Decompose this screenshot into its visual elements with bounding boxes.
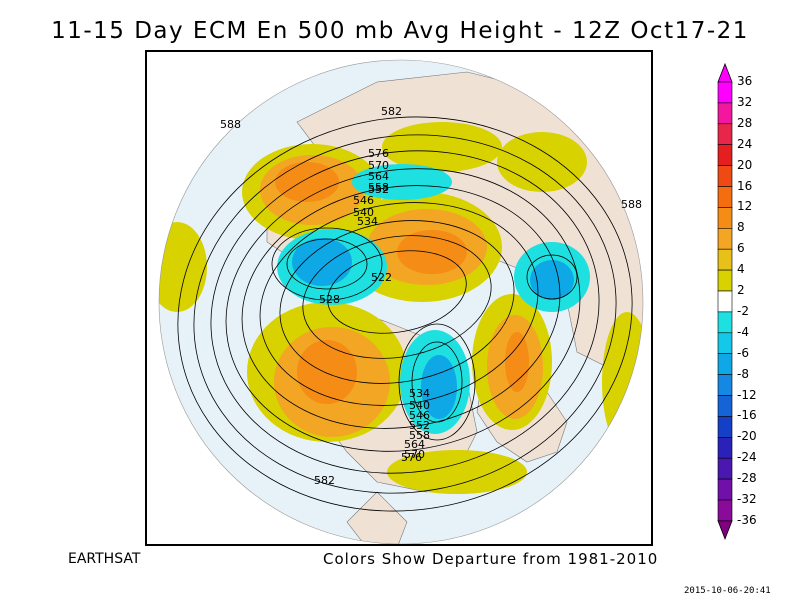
scale-tick-label: -24 [737, 450, 757, 465]
scale-tick-label: 6 [737, 241, 745, 256]
caption: Colors Show Departure from 1981-2010 [323, 550, 659, 568]
scale-tick-label: 2 [737, 283, 745, 297]
scale-block [717, 290, 733, 313]
contour-label: 576 [401, 451, 422, 464]
scale-arrow-top [717, 62, 733, 83]
scale-block [717, 248, 733, 271]
scale-tick-label: 28 [737, 115, 753, 130]
scale-tick-label: -28 [737, 471, 757, 486]
contour-label: 534 [409, 387, 430, 400]
contour-label: 558 [368, 181, 389, 194]
scale-tick-label: 32 [737, 94, 753, 109]
contour-label: 564 [404, 438, 425, 451]
scale-tick-label: 12 [737, 199, 753, 214]
scale-block [717, 457, 733, 480]
map-title: 11-15 Day ECM En 500 mb Avg Height - 12Z… [51, 18, 749, 44]
scale-tick-label: -16 [737, 408, 757, 423]
contour-label: 534 [357, 215, 378, 228]
scale-block [717, 416, 733, 438]
scale-tick-label: 20 [737, 157, 753, 172]
scale-block [717, 311, 733, 334]
scale-blocks [717, 62, 733, 541]
scale-block [717, 228, 733, 250]
height-contours [177, 116, 633, 512]
scale-block [717, 81, 733, 104]
anomaly-minus-6 [292, 238, 574, 419]
polar-map-panel: 588 582 576 570 564 558 552 546 540 534 … [145, 50, 653, 546]
scale-tick-label: -36 [737, 512, 757, 527]
scale-tick-label: 36 [737, 74, 753, 88]
contour-label: 588 [621, 198, 642, 211]
scale-tick-label: -20 [737, 429, 757, 444]
contour-label: 570 [368, 159, 389, 172]
scale-tick-label: -4 [737, 324, 749, 339]
timestamp: 2015-10-06-20:41 [684, 586, 771, 596]
contour-label: 540 [353, 206, 374, 219]
contour-label: 582 [381, 105, 402, 118]
scale-block [717, 332, 733, 354]
contour-labels: 588 582 576 570 564 558 552 546 540 534 … [220, 105, 642, 487]
contour-label: 546 [353, 194, 374, 207]
scale-tick-label: -6 [737, 345, 749, 360]
height-anomaly-map: 588 582 576 570 564 558 552 546 540 534 … [158, 59, 644, 544]
contour-label: 528 [319, 293, 340, 306]
contour-label: 552 [409, 419, 430, 432]
scale-block [717, 207, 733, 229]
contour-label: 552 [368, 183, 389, 196]
scale-tick-label: 8 [737, 220, 745, 235]
scale-tick-label: 24 [737, 136, 753, 151]
contour-label: 564 [368, 170, 389, 183]
scale-tick-label: -2 [737, 303, 749, 318]
scale-block [717, 395, 733, 417]
scale-tick-label: 4 [737, 262, 745, 277]
contour-label: 576 [368, 147, 389, 160]
scale-block [717, 144, 733, 166]
scale-block [717, 123, 733, 145]
anomaly-color-scale [717, 62, 733, 541]
scale-block [717, 499, 733, 522]
scale-block [717, 186, 733, 208]
scale-tick-label: -8 [737, 366, 749, 381]
source-label: EARTHSAT [68, 551, 141, 567]
scale-arrow-bottom [717, 520, 733, 541]
scale-tick-label: -12 [737, 387, 757, 402]
scale-block [717, 269, 733, 292]
scale-tick-label: 16 [737, 178, 753, 193]
contour-label: 540 [409, 399, 430, 412]
scale-block [717, 353, 733, 375]
contour-label: 522 [371, 271, 392, 284]
contour-label: 570 [404, 448, 425, 461]
contour-label: 546 [409, 409, 430, 422]
scale-block [717, 374, 733, 396]
scale-block [717, 436, 733, 459]
scale-tick-label: -32 [737, 492, 757, 506]
contour-label: 588 [220, 118, 241, 131]
scale-block [717, 165, 733, 187]
contour-label: 582 [314, 474, 335, 487]
scale-block [717, 102, 733, 125]
contour-label: 558 [409, 429, 430, 442]
scale-block [717, 478, 733, 501]
